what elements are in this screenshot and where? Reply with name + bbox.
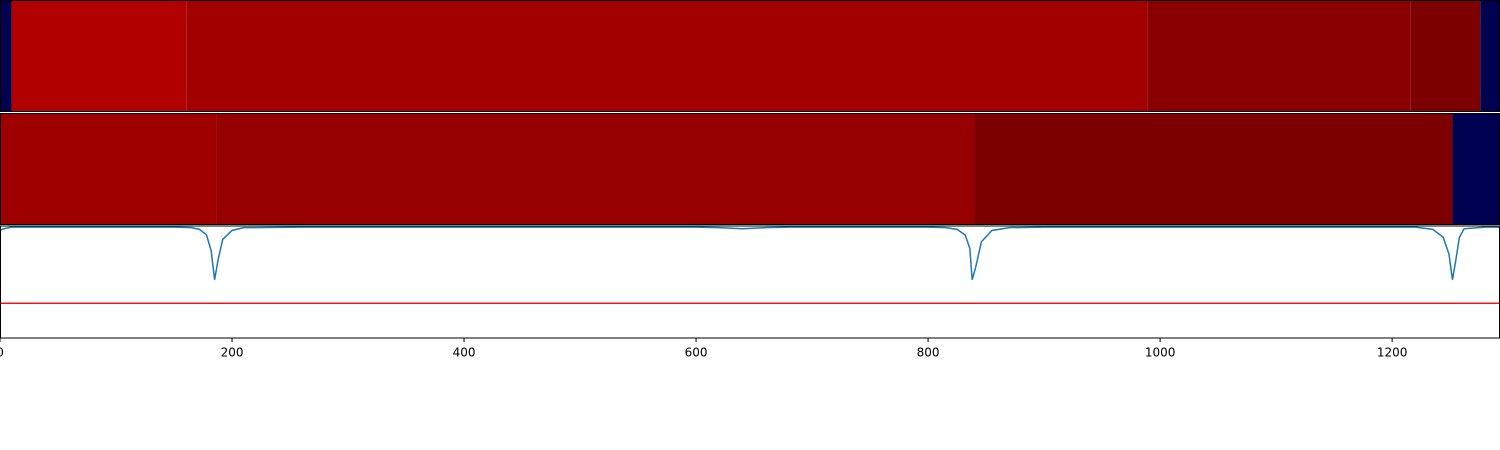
- strip-segment: [1480, 0, 1500, 112]
- strip-segment: [0, 0, 12, 112]
- x-tick-label: 600: [685, 346, 708, 360]
- x-tick-label: 200: [221, 346, 244, 360]
- x-tick-label: 1000: [1145, 346, 1176, 360]
- strip-segment: [186, 0, 1148, 112]
- x-tick-label: 400: [453, 346, 476, 360]
- strip-segment: [1452, 113, 1500, 225]
- x-tick-label: 1200: [1377, 346, 1408, 360]
- x-tick-label: 800: [917, 346, 940, 360]
- strip-segment: [1147, 0, 1411, 112]
- data-line: [0, 226, 1500, 280]
- strip-segment: [216, 113, 975, 225]
- strip-segment: [1410, 0, 1481, 112]
- panel-frame: [0, 225, 1500, 339]
- strip-segment: [974, 113, 1453, 225]
- strip-segment: [11, 0, 187, 112]
- x-tick-label: 0: [0, 346, 4, 360]
- strip-segment: [0, 113, 217, 225]
